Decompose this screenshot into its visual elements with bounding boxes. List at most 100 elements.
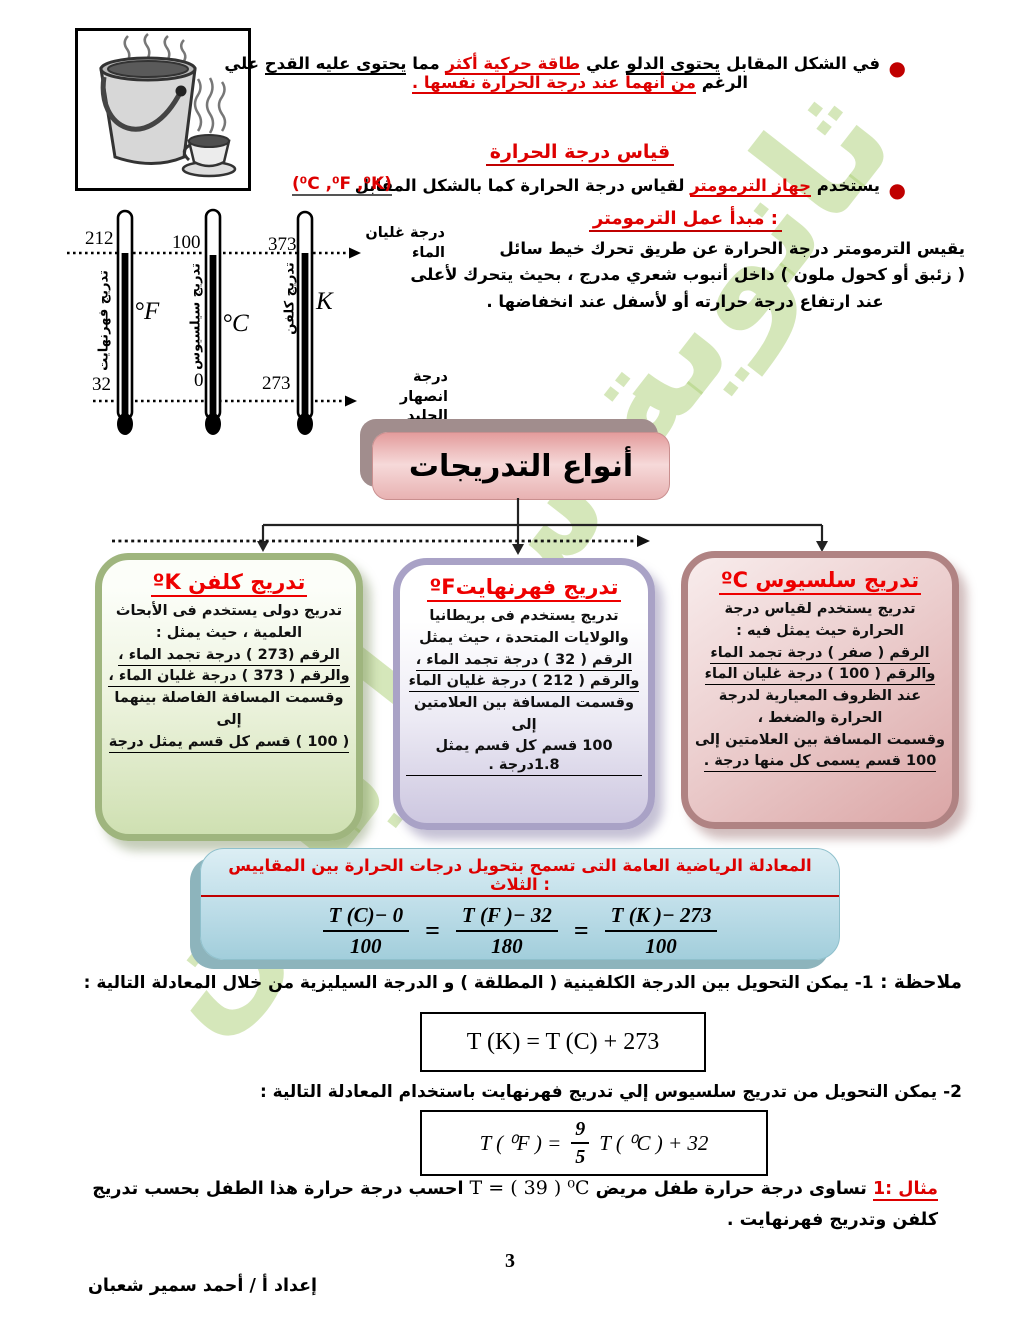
note-1: ملاحظة : 1- يمكن التحويل بين الدرجة الكل… bbox=[57, 972, 962, 993]
kelvin-celsius-formula: T (K) = T (C) + 273 bbox=[420, 1012, 706, 1072]
celsius-symbol: °C bbox=[222, 310, 249, 337]
fahrenheit-melting-value: 32 bbox=[92, 374, 111, 395]
scale-text-line: الرقم ( 32 ) درجة تجمد الماء ، bbox=[406, 650, 642, 672]
scale-text-line: الحرارة حيث يمثل فيه : bbox=[736, 622, 904, 639]
label-line: الماء bbox=[412, 244, 445, 261]
formula-tail: T ( ⁰C ) + 32 bbox=[599, 1130, 709, 1155]
bucket-and-cup-illustration bbox=[99, 33, 237, 178]
example-text: تساوى درجة حرارة طفل مريض bbox=[589, 1179, 873, 1199]
section-heading-text: مبدأ عمل الترمومتر : bbox=[588, 208, 782, 232]
measure-text: لقياس درجة الحرارة كما بالشكل المقابل bbox=[354, 176, 691, 195]
fraction-numerator: T (K )− 273 bbox=[604, 903, 718, 932]
measure-text: يستخدم bbox=[811, 176, 880, 195]
scale-text-line: تدريج دولى يستخدم فى الأبحاث bbox=[115, 603, 343, 619]
scale-text-line: الرقم (273 ) درجة تجمد الماء ، bbox=[108, 645, 350, 667]
fahrenheit-bulb bbox=[117, 413, 133, 435]
scale-text-line: 100 قسم يسمى كل منها درجة . bbox=[694, 751, 946, 773]
measure-temperature-heading: قياس درجة الحرارة bbox=[440, 141, 720, 166]
scale-types-title-box: أنواع التدريجات bbox=[372, 432, 670, 500]
formula-text: T (K) = T (C) + 273 bbox=[466, 1028, 660, 1055]
example-1: مثال :1 تساوى درجة حرارة طفل مريض T = ( … bbox=[68, 1172, 938, 1236]
fraction-numerator: 9 bbox=[571, 1118, 590, 1144]
principle-line: عند ارتفاع درجة حرارته أو لأسفل عند انخف… bbox=[486, 291, 884, 311]
fraction-denominator: 100 bbox=[645, 934, 677, 958]
kelvin-card-title: تدريج كلفن ºK bbox=[150, 570, 308, 597]
scale-text-line: وقسمت المسافة بين العلامتين إلى bbox=[694, 731, 946, 748]
kelvin-boiling-value: 373 bbox=[268, 234, 297, 255]
example-label: مثال :1 bbox=[872, 1179, 938, 1201]
note-2-text: 2- يمكن التحويل من تدريج سلسيوس إلي تدري… bbox=[259, 1082, 962, 1102]
fahrenheit-celsius-formula: T ( ⁰F ) = 9 5 T ( ⁰C ) + 32 bbox=[420, 1110, 768, 1176]
scale-text-line: عند الظروف المعيارية لدرجة bbox=[718, 688, 922, 704]
page-number: 3 bbox=[505, 1250, 515, 1272]
scale-text-line: تدريج يستخدم لقياس درجة bbox=[724, 601, 916, 617]
label-line: درجة انصهار bbox=[399, 369, 448, 405]
label-line: درجة غليان bbox=[365, 225, 445, 241]
intro-emph-bucket: يحتوى الدلو bbox=[626, 54, 721, 75]
intro-text: علي bbox=[580, 54, 627, 73]
fahrenheit-symbol: °F bbox=[134, 298, 160, 325]
scale-text-line: وقسمت المسافة الفاصلة بينهما إلى bbox=[114, 690, 344, 728]
kelvin-melting-value: 273 bbox=[262, 373, 291, 394]
scale-text-line: وقسمت المسافة بين العلامتين إلى bbox=[414, 695, 634, 733]
scale-types-title: أنواع التدريجات bbox=[408, 448, 634, 484]
label-line: الجليد bbox=[406, 408, 448, 425]
author-credit: إعداد أ / أحمد سمير شعبان bbox=[88, 1276, 318, 1296]
boiling-point-label: درجة غليان الماء bbox=[365, 224, 445, 263]
scale-text-line: 100 قسم كل قسم يمثل 1.8درجة . bbox=[406, 737, 642, 777]
celsius-scale-vertical-label: تدريج سيلسيوس bbox=[188, 263, 204, 370]
fahrenheit-scale-card: تدريج فهرنهايتºF تدريج يستخدم فى بريطاني… bbox=[393, 558, 655, 830]
fraction-denominator: 100 bbox=[350, 934, 382, 958]
bucket-and-cup-figure bbox=[75, 28, 251, 191]
scale-text-line: والرقم ( 212 ) درجة غليان الماء bbox=[406, 671, 642, 693]
equals-sign: = bbox=[573, 916, 589, 945]
example-text: احسب درجة حرارة هذا الطفل بحسب تدريج كلف… bbox=[92, 1179, 938, 1231]
fraction-numerator: T (C)− 0 bbox=[322, 903, 410, 932]
arrowhead-boiling bbox=[349, 247, 361, 259]
kelvin-bulb bbox=[297, 413, 313, 435]
celsius-scale-card: تدريج سلسيوس ºC تدريج يستخدم لقياس درجة ا… bbox=[681, 551, 959, 829]
intro-text: علي bbox=[224, 54, 265, 73]
scale-text-line: والرقم ( 373 ) درجة غليان الماء ، bbox=[108, 666, 350, 688]
scale-text-line: ( 100 ) قسم كل قسم يمثل درجة bbox=[108, 732, 350, 754]
nine-fifths-fraction: 9 5 bbox=[571, 1118, 590, 1169]
scale-text-line: والولايات المتحدة ، حيث يمثل bbox=[419, 629, 629, 646]
conversion-equation-panel: المعادلة الرياضية العامة التى تسمح بتحوي… bbox=[200, 848, 840, 960]
fraction-denominator: 5 bbox=[575, 1145, 586, 1168]
scale-text-line: الحرارة والضغط ، bbox=[757, 709, 883, 726]
note-1-text: 1- يمكن التحويل بين الدرجة الكلفينية ( ا… bbox=[83, 973, 874, 993]
scale-text-line: العلمية ، حيث يمثل : bbox=[155, 624, 303, 641]
intro-bullet-1: ● في الشكل المقابل يحتوى الدلو علي طاقة … bbox=[224, 54, 906, 94]
temperature-units: (⁰C ,⁰F ,⁰K) bbox=[292, 174, 392, 196]
kelvin-symbol: K bbox=[316, 288, 333, 315]
fahrenheit-card-title: تدريج فهرنهايتºF bbox=[427, 575, 621, 602]
scale-text-line: الرقم ( صفر ) درجة تجمد الماء bbox=[694, 643, 946, 665]
formula-lead: T ( ⁰F ) = bbox=[479, 1130, 562, 1155]
conversion-equation-heading: المعادلة الرياضية العامة التى تسمح بتحوي… bbox=[201, 856, 839, 897]
principle-heading: مبدأ عمل الترمومتر : bbox=[588, 208, 782, 232]
principle-paragraph: يقيس الترمومتر درجة الحرارة عن طريق تحرك… bbox=[405, 236, 965, 315]
intro-emph-same-temp: من أنهما عند درجة الحرارة نفسها . bbox=[411, 73, 696, 94]
arrowhead-melting bbox=[345, 395, 357, 407]
intro-text: في الشكل المقابل bbox=[720, 54, 880, 73]
flowchart-connectors bbox=[112, 498, 828, 555]
celsius-melting-value: 0 bbox=[194, 370, 204, 391]
intro-text: الرغم bbox=[695, 73, 749, 92]
fraction-numerator: T (F )− 32 bbox=[455, 903, 558, 932]
intro-line-1: في الشكل المقابل يحتوى الدلو علي طاقة حر… bbox=[224, 54, 880, 75]
fahrenheit-scale-vertical-label: تدريج فهرنهايت bbox=[96, 270, 112, 371]
fahrenheit-card-body: تدريج يستخدم فى بريطانيا والولايات المتحد… bbox=[406, 606, 642, 776]
example-formula: T = ( 39 ) ⁰C bbox=[469, 1177, 590, 1199]
kelvin-scale-vertical-label: تدريج كلفن bbox=[282, 262, 298, 335]
scale-text-line: والرقم ( 100 ) درجة غليان الماء bbox=[694, 664, 946, 686]
intro-emph-kinetic-energy: طاقة حركية أكثر bbox=[445, 54, 581, 75]
scale-text-line: تدريج يستخدم فى بريطانيا bbox=[429, 608, 619, 624]
equals-sign: = bbox=[425, 916, 440, 945]
thermometer-diagram bbox=[67, 208, 361, 435]
melting-point-label: درجة انصهار الجليد bbox=[360, 368, 448, 427]
celsius-bulb bbox=[205, 413, 221, 435]
intro-emph-cup: يحتوى عليه القدح bbox=[264, 54, 407, 75]
celsius-card-body: تدريج يستخدم لقياس درجة الحرارة حيث يمثل … bbox=[694, 599, 946, 773]
fahrenheit-boiling-value: 212 bbox=[85, 228, 114, 249]
bullet-icon: ● bbox=[888, 56, 906, 80]
